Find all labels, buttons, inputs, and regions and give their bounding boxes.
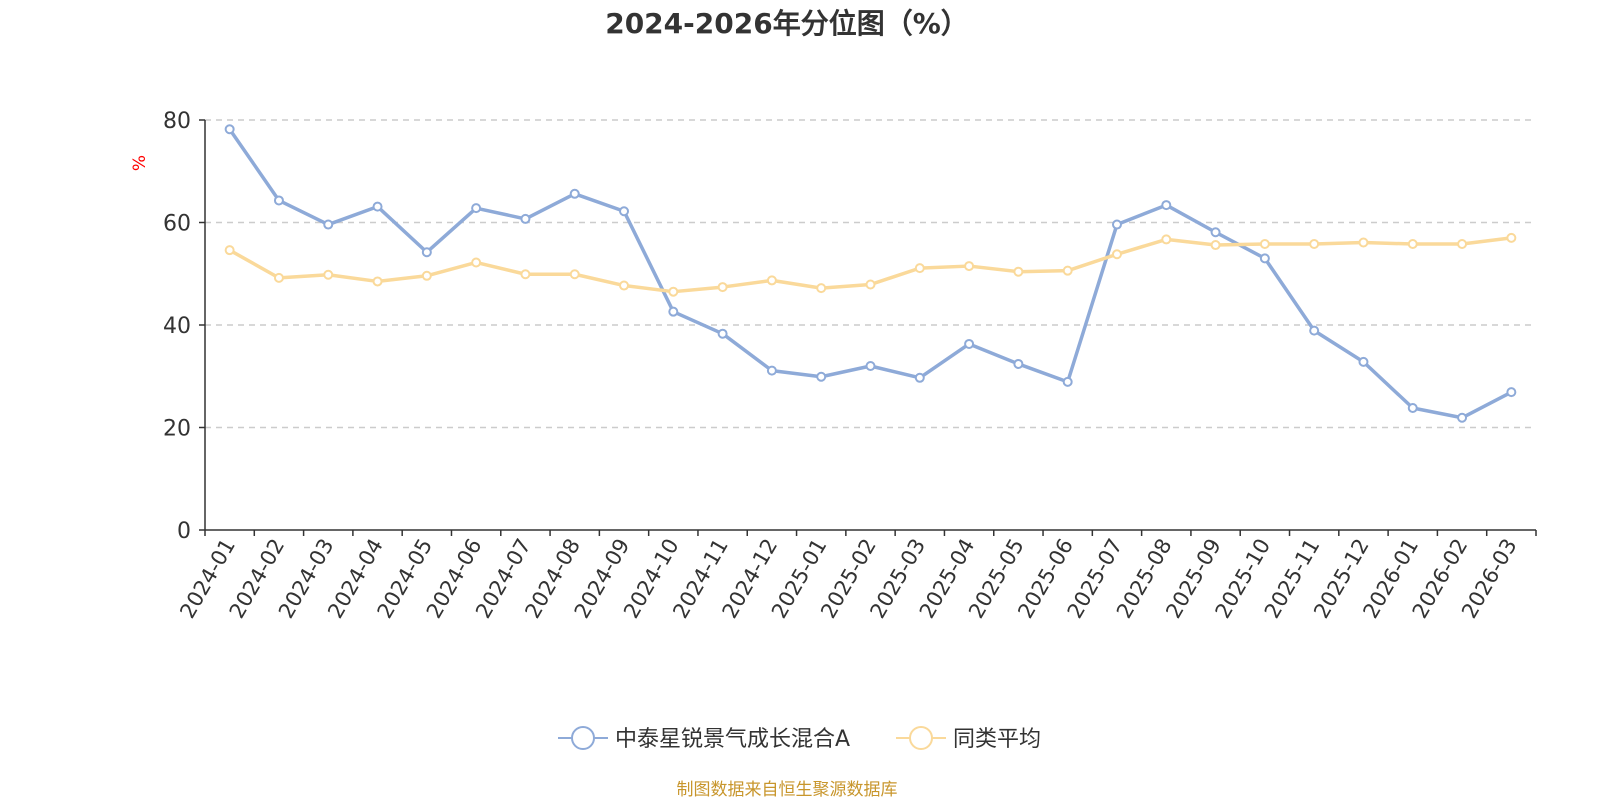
data-point	[1407, 239, 1418, 250]
data-point	[421, 270, 432, 281]
data-point	[1358, 237, 1369, 248]
data-point	[372, 276, 383, 287]
data-point	[1111, 219, 1122, 230]
data-point	[323, 219, 334, 230]
data-point	[865, 361, 876, 371]
axes: 0204060802024-012024-022024-032024-04202…	[163, 109, 1537, 622]
data-point	[668, 306, 679, 317]
legend-marker-icon	[571, 726, 595, 750]
data-point	[1457, 412, 1468, 423]
data-point	[914, 263, 925, 274]
data-point	[1309, 325, 1320, 336]
data-point	[224, 124, 235, 135]
y-tick-label: 40	[163, 314, 191, 339]
data-point	[964, 261, 975, 272]
data-point	[1259, 239, 1270, 250]
series-layer	[224, 124, 1517, 423]
data-point	[1309, 239, 1320, 250]
data-point	[1161, 200, 1172, 211]
legend-label: 同类平均	[953, 727, 1041, 752]
y-tick-label: 80	[163, 109, 191, 134]
series-line-0	[228, 128, 1513, 420]
y-tick-label: 20	[163, 417, 191, 442]
data-point	[1407, 403, 1418, 414]
legend-marker-icon	[909, 726, 933, 750]
legend-label: 中泰星锐景气成长混合A	[615, 727, 850, 752]
data-point	[1210, 227, 1221, 238]
data-point	[914, 372, 925, 383]
data-point	[273, 195, 284, 206]
grid-lines	[205, 119, 1536, 429]
data-point	[766, 365, 777, 376]
data-point	[717, 282, 728, 293]
data-point	[520, 269, 531, 280]
legend[interactable]: 中泰星锐景气成长混合A 同类平均	[558, 726, 1041, 752]
data-point	[1013, 358, 1024, 369]
data-point	[569, 188, 580, 199]
data-point	[1062, 265, 1073, 276]
data-point	[471, 257, 482, 268]
y-axis-unit: %	[130, 155, 150, 171]
y-tick-label: 60	[163, 212, 191, 237]
data-point	[520, 213, 531, 224]
data-point	[323, 269, 334, 280]
data-point	[1506, 387, 1517, 398]
data-point	[668, 286, 679, 297]
data-point	[421, 247, 432, 258]
data-point	[964, 338, 975, 349]
data-point	[471, 203, 482, 214]
data-point	[569, 269, 580, 280]
data-point	[1111, 249, 1122, 260]
data-point	[1161, 234, 1172, 245]
data-source-footer: 制图数据来自恒生聚源数据库	[677, 780, 898, 800]
data-point	[816, 283, 827, 294]
data-point	[717, 328, 728, 339]
data-point	[273, 272, 284, 283]
data-point	[1013, 266, 1024, 277]
data-point	[1506, 232, 1517, 243]
data-point	[865, 279, 876, 290]
data-point	[224, 245, 235, 256]
data-point	[372, 201, 383, 212]
y-tick-label: 0	[177, 519, 191, 544]
chart-title: 2024-2026年分位图（%）	[605, 7, 969, 40]
data-point	[1210, 240, 1221, 251]
data-point	[816, 371, 827, 382]
data-point	[1062, 376, 1073, 387]
data-point	[766, 275, 777, 286]
data-point	[1457, 239, 1468, 250]
data-point	[619, 206, 630, 217]
data-point	[1358, 356, 1369, 367]
data-point	[1259, 253, 1270, 264]
data-point	[619, 280, 630, 291]
